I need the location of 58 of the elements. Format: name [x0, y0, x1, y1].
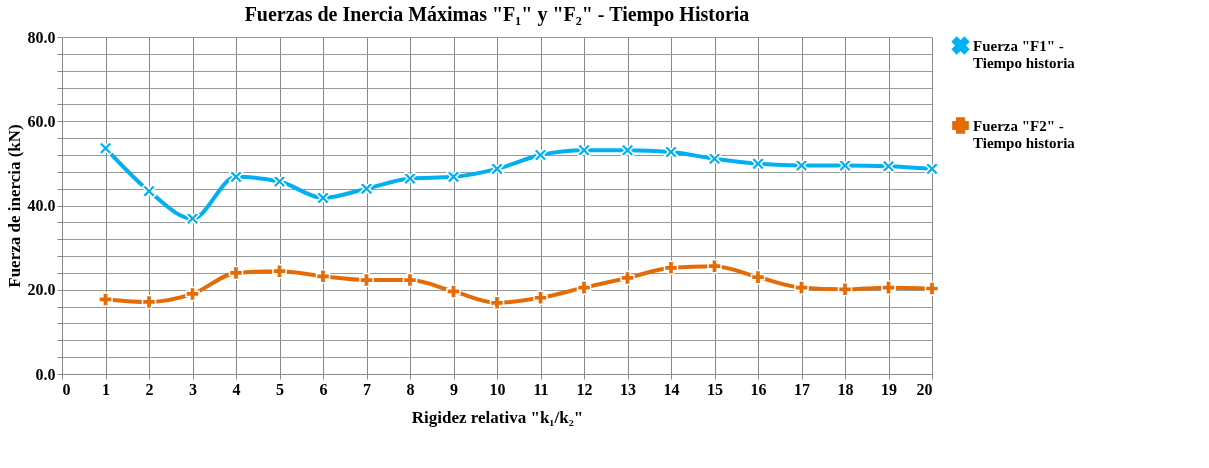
x-tick-label: 10 — [489, 380, 506, 398]
x-tick-label: 11 — [533, 380, 549, 398]
x-tick-label: 7 — [363, 380, 371, 398]
x-tick-label: 1 — [102, 380, 110, 398]
x-tick-label: 18 — [837, 380, 854, 398]
point — [185, 211, 200, 226]
x-tick-label: 15 — [707, 380, 723, 398]
point — [924, 281, 940, 296]
x-tick-label: 19 — [881, 380, 897, 398]
point — [663, 260, 679, 276]
point — [620, 143, 635, 158]
chart-title: Fuerzas de Inercia Máximas "F₁" y "F₂" - Tiempo Historia — [244, 3, 750, 26]
point — [837, 282, 853, 297]
point — [707, 151, 722, 167]
x-axis-title: Rigidez relativa "k₁/k₂" — [411, 407, 584, 427]
x-tick-label: 13 — [620, 380, 636, 398]
point — [794, 280, 809, 295]
x-tick-label: 8 — [406, 380, 415, 398]
x-tick-label: 12 — [576, 380, 593, 398]
y-tick-label: 80.0 — [27, 28, 56, 46]
point — [576, 143, 592, 158]
point — [489, 295, 505, 311]
legend-label: Fuerza "F2" - Tiempo historia — [973, 117, 1076, 151]
y-tick-label: 0.0 — [35, 365, 56, 383]
x-tick-label: 2 — [145, 380, 154, 398]
point — [141, 183, 157, 199]
point — [707, 258, 722, 274]
x-tick-label: 9 — [450, 380, 458, 398]
x-tick-label: 5 — [276, 380, 284, 398]
y-axis-title: Fuerza de inercia (kN) — [4, 124, 24, 288]
y-tick-label: 20.0 — [27, 281, 56, 299]
point — [359, 272, 374, 288]
x-tick-label: 20 — [916, 380, 933, 398]
x-tick-label: 16 — [750, 380, 767, 398]
point — [881, 159, 896, 174]
y-tick-label: 40.0 — [27, 197, 56, 214]
point — [402, 171, 418, 186]
point — [185, 286, 200, 302]
point — [272, 174, 287, 189]
point — [359, 181, 374, 196]
point — [620, 270, 635, 286]
x-tick-label: 17 — [794, 380, 810, 398]
point — [98, 292, 113, 307]
point — [533, 290, 548, 306]
x-tick-label: 14 — [663, 380, 680, 398]
point — [881, 280, 896, 295]
point — [446, 284, 461, 299]
x-tick-label: 6 — [319, 380, 328, 398]
y-tick-label: 60.0 — [27, 112, 56, 130]
point — [576, 280, 592, 295]
point — [272, 263, 287, 279]
x-tick-label: 0 — [62, 380, 71, 398]
point — [315, 269, 331, 284]
point — [794, 158, 809, 173]
point — [750, 156, 766, 172]
x-tick-label: 4 — [232, 380, 241, 398]
legend-label: Fuerza "F1" - Tiempo historia — [973, 37, 1076, 71]
x-tick-label: 3 — [189, 380, 197, 398]
